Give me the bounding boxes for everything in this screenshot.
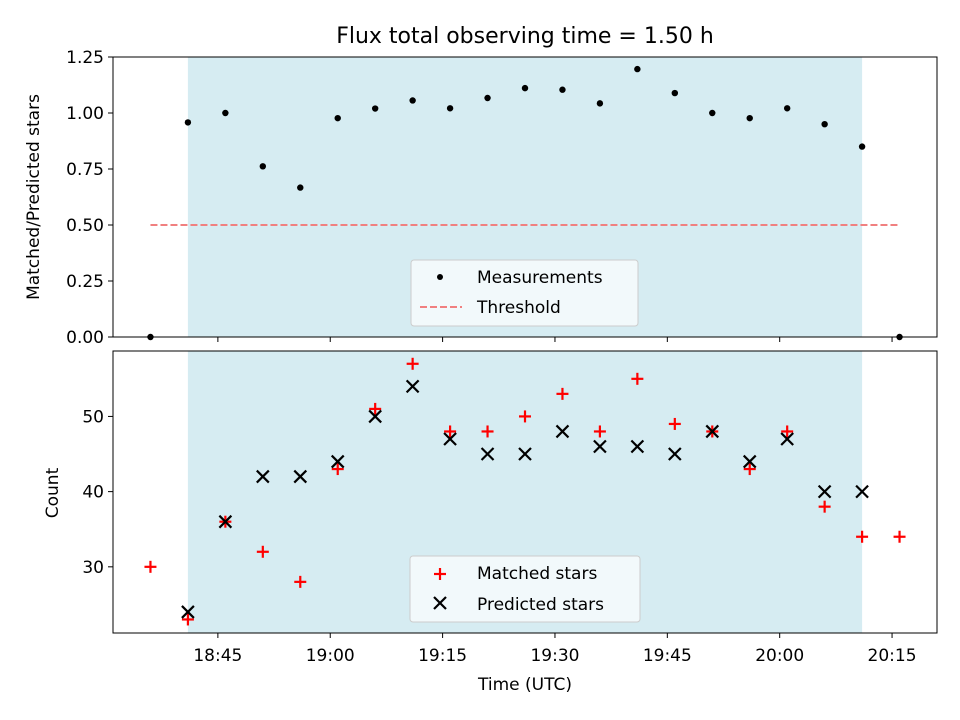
predicted-star-point — [780, 432, 794, 446]
measurement-point — [334, 114, 341, 122]
matched-star-point — [856, 530, 869, 543]
measurement-point — [596, 100, 604, 107]
bottom-legend-box — [409, 555, 641, 623]
matched-star-point — [556, 387, 569, 400]
bottom-y-ticks: 30 40 50 — [82, 407, 113, 578]
matched-star-point — [294, 575, 307, 588]
top-y-tick-label: 1.25 — [66, 48, 104, 68]
predicted-star-point — [405, 379, 420, 394]
predicted-star-point — [518, 447, 532, 461]
predicted-star-point — [593, 439, 607, 454]
bottom-x-ticks: 18:45 19:00 19:15 19:30 19:45 20:00 20:15 — [193, 633, 917, 666]
predicted-star-point — [705, 424, 720, 439]
matched-star-point — [181, 613, 194, 626]
x-axis-label: Time (UTC) — [477, 675, 572, 695]
matched-star-point — [631, 372, 644, 385]
bottom-legend: Matched stars Predicted stars — [409, 555, 641, 623]
matched-star-point — [593, 425, 606, 438]
predicted-star-point — [368, 409, 382, 424]
matched-star-point — [406, 357, 419, 370]
matched-star-point — [144, 560, 157, 573]
legend-matched-label: Matched stars — [477, 564, 597, 584]
legend-predicted-marker — [433, 596, 447, 610]
predicted-star-point — [555, 424, 570, 439]
matched-star-point — [444, 425, 457, 438]
matched-star-point — [369, 402, 382, 415]
measurement-point — [184, 119, 192, 126]
top-y-tick-label: 0.50 — [66, 216, 104, 236]
top-legend-box — [410, 259, 639, 327]
measurement-point — [746, 114, 753, 122]
legend-measurements-label: Measurements — [477, 268, 603, 288]
matched-star-point — [818, 500, 831, 513]
measurement-point — [634, 65, 641, 73]
predicted-star-point — [630, 439, 645, 454]
predicted-star-point — [330, 454, 345, 469]
top-x-ticks — [217, 337, 893, 342]
x-tick-label: 20:00 — [755, 646, 804, 666]
x-tick-label: 19:30 — [530, 646, 579, 666]
legend-measurements-marker — [437, 274, 443, 280]
measurement-point — [371, 105, 379, 112]
predicted-star-point — [218, 514, 233, 529]
legend-matched-marker — [434, 568, 446, 580]
matched-star-point — [668, 417, 681, 430]
measurement-point — [858, 143, 866, 150]
measurement-point — [783, 105, 791, 112]
measurement-point — [222, 109, 229, 117]
top-y-tick-label: 0.75 — [66, 160, 104, 180]
predicted-star-point — [181, 605, 195, 619]
x-tick-label: 19:15 — [418, 646, 467, 666]
matched-star-point — [781, 425, 794, 438]
x-tick-label: 20:15 — [868, 646, 917, 666]
measurement-point — [409, 97, 416, 104]
predicted-star-point — [256, 469, 270, 484]
top-y-tick-label: 0.25 — [66, 272, 104, 292]
bottom-y-tick-label: 40 — [82, 483, 104, 503]
measurement-points — [147, 65, 903, 341]
predicted-star-point — [668, 447, 682, 461]
measurement-point — [521, 84, 529, 92]
x-tick-label: 18:45 — [193, 646, 242, 666]
bottom-y-tick-label: 30 — [82, 558, 104, 578]
predicted-star-point — [443, 432, 457, 446]
predicted-star-point — [855, 484, 869, 499]
top-y-tick-label: 1.00 — [66, 104, 104, 124]
top-y-axis-label: Matched/Predicted stars — [24, 94, 44, 300]
matched-star-point — [743, 463, 756, 476]
measurement-point — [297, 184, 304, 191]
top-y-ticks: 0.00 0.25 0.50 0.75 1.00 1.25 — [66, 48, 113, 348]
measurement-point — [484, 94, 491, 102]
matched-star-point — [481, 425, 494, 438]
measurement-point — [709, 109, 716, 117]
x-tick-label: 19:45 — [643, 646, 692, 666]
bottom-y-tick-label: 50 — [82, 407, 104, 427]
top-axes-frame — [112, 56, 938, 338]
legend-threshold-label: Threshold — [476, 298, 561, 318]
measurement-point — [446, 105, 454, 112]
bottom-chart: 30 40 50 18:45 19:00 19:15 19:30 19:45 20:00 20:… — [43, 350, 938, 695]
matched-star-point — [331, 463, 344, 476]
top-chart: 0.00 0.25 0.50 0.75 1.00 1.25 Flux total obse… — [24, 24, 938, 348]
measurement-point — [259, 163, 267, 170]
measurement-point — [821, 121, 828, 128]
predicted-star-point — [817, 484, 832, 499]
top-y-tick-label: 0.00 — [66, 328, 104, 348]
matched-star-point — [256, 545, 269, 558]
x-tick-label: 19:00 — [306, 646, 355, 666]
matched-star-point — [519, 410, 531, 423]
predicted-star-point — [480, 447, 495, 461]
measurement-point — [559, 86, 566, 93]
bottom-y-axis-label: Count — [43, 467, 63, 518]
star-count-points — [144, 357, 906, 626]
matched-star-point — [893, 530, 906, 543]
measurement-point — [671, 89, 679, 97]
top-legend: Measurements Threshold — [410, 259, 639, 327]
chart-title: Flux total observing time = 1.50 h — [336, 24, 714, 49]
legend-predicted-label: Predicted stars — [477, 595, 604, 615]
predicted-star-point — [742, 454, 757, 469]
predicted-star-point — [293, 469, 308, 484]
